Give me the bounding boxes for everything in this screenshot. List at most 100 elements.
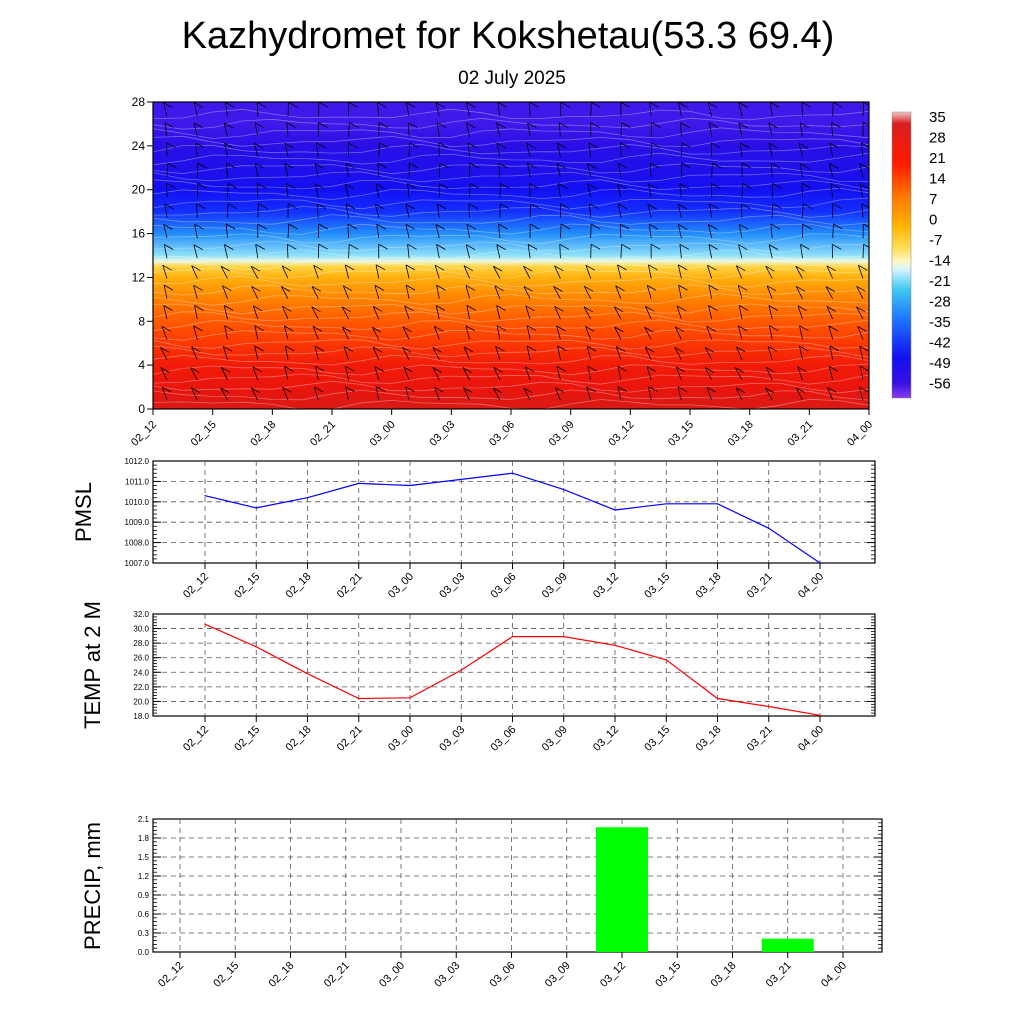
x-tick-label: 02_12 xyxy=(181,571,211,601)
wind-barb-staff xyxy=(863,244,864,258)
wind-barb-staff xyxy=(832,244,833,258)
data-point xyxy=(409,697,410,698)
data-point xyxy=(768,528,769,529)
data-point xyxy=(563,489,564,490)
x-tick-label: 03_09 xyxy=(540,571,570,601)
colorbar-label: -7 xyxy=(929,232,942,249)
heatmap-x-tick-label: 02_12 xyxy=(129,419,159,449)
y-tick-label: 1011.0 xyxy=(125,477,149,486)
x-tick-label: 03_03 xyxy=(432,960,462,990)
y-tick-label: 1010.0 xyxy=(125,498,150,507)
data-point xyxy=(358,483,359,484)
y-tick-label: 24.0 xyxy=(133,668,149,677)
x-tick-label: 03_12 xyxy=(591,724,621,754)
x-tick-label: 03_06 xyxy=(489,571,519,601)
x-tick-label: 03_15 xyxy=(642,571,672,601)
colorbar-label: -21 xyxy=(929,273,951,290)
heatmap-x-tick-label: 03_09 xyxy=(547,419,577,449)
x-tick-label: 03_06 xyxy=(489,724,519,754)
plot-frame xyxy=(153,819,882,952)
colorbar-label: 0 xyxy=(929,212,937,229)
data-point xyxy=(819,562,820,563)
y-tick-label: 30.0 xyxy=(133,625,149,634)
y-tick-label: 0.3 xyxy=(138,929,150,938)
page-title: Kazhydromet for Kokshetau(53.3 69.4) xyxy=(182,15,835,57)
x-tick-label: 03_21 xyxy=(745,571,775,601)
y-tick-label: 1.2 xyxy=(138,872,150,881)
data-point xyxy=(666,659,667,660)
colorbar-label: -49 xyxy=(929,355,951,372)
x-tick-label: 04_00 xyxy=(796,571,826,601)
y-tick-label: 1007.0 xyxy=(125,559,150,568)
data-point xyxy=(256,507,257,508)
x-tick-label: 03_18 xyxy=(709,960,739,990)
x-tick-label: 03_21 xyxy=(764,960,794,990)
x-tick-label: 04_00 xyxy=(796,724,826,754)
x-tick-label: 02_21 xyxy=(335,571,365,601)
wind-barb-staff xyxy=(500,183,501,197)
data-point xyxy=(358,698,359,699)
colorbar-label: -35 xyxy=(929,314,951,331)
heatmap-x-tick-label: 02_21 xyxy=(308,419,338,449)
x-tick-label: 02_21 xyxy=(322,960,352,990)
wind-barb-staff xyxy=(651,143,652,157)
colorbar-label: 14 xyxy=(929,171,946,188)
precip-bar xyxy=(596,827,648,952)
wind-barb-staff xyxy=(802,183,803,197)
x-tick-label: 02_15 xyxy=(232,724,262,754)
y-tick-label: 26.0 xyxy=(133,654,149,663)
pmsl-ylabel: PMSL xyxy=(71,482,96,542)
x-tick-label: 02_18 xyxy=(267,960,297,990)
heatmap-y-tick-label: 4 xyxy=(138,358,145,372)
precip-panel: PRECIP, mm 0.00.30.60.91.21.51.82.102_12… xyxy=(80,815,882,990)
data-point xyxy=(256,646,257,647)
data-point xyxy=(307,673,308,674)
data-point xyxy=(461,670,462,671)
y-tick-label: 22.0 xyxy=(133,683,149,692)
x-tick-label: 04_00 xyxy=(819,960,849,990)
data-point xyxy=(512,473,513,474)
y-tick-label: 0.6 xyxy=(138,910,150,919)
data-point xyxy=(409,485,410,486)
data-point xyxy=(666,503,667,504)
data-point xyxy=(204,624,205,625)
y-tick-label: 2.1 xyxy=(138,815,150,824)
x-tick-label: 03_15 xyxy=(642,724,672,754)
heatmap-x-tick-label: 02_15 xyxy=(189,419,219,449)
data-point xyxy=(717,503,718,504)
x-tick-label: 03_06 xyxy=(488,960,518,990)
x-tick-label: 03_18 xyxy=(694,571,724,601)
x-tick-label: 03_03 xyxy=(437,571,467,601)
temp-ylabel: TEMP at 2 M xyxy=(80,601,105,729)
y-tick-label: 0.9 xyxy=(138,891,150,900)
x-tick-label: 03_15 xyxy=(653,960,683,990)
y-tick-label: 1.5 xyxy=(138,853,150,862)
x-tick-label: 03_00 xyxy=(377,960,407,990)
heatmap-x-tick-label: 03_06 xyxy=(487,419,517,449)
x-tick-label: 03_00 xyxy=(386,724,416,754)
y-tick-label: 20.0 xyxy=(133,697,149,706)
heatmap-x-tick-label: 03_18 xyxy=(726,419,756,449)
heatmap-x-tick-label: 03_03 xyxy=(427,419,457,449)
heatmap-x-tick-label: 02_18 xyxy=(248,419,278,449)
precip-bar xyxy=(762,939,814,952)
data-point xyxy=(768,706,769,707)
heatmap-y-tick-label: 8 xyxy=(138,314,145,328)
x-tick-label: 02_12 xyxy=(181,724,211,754)
wind-barb-staff xyxy=(560,102,561,116)
data-point xyxy=(461,479,462,480)
y-tick-label: 32.0 xyxy=(133,610,149,619)
heatmap-y-tick-label: 12 xyxy=(132,270,146,284)
heatmap-y-tick-label: 24 xyxy=(132,139,146,153)
wind-barb-staff xyxy=(530,183,531,197)
y-tick-label: 1.8 xyxy=(138,834,150,843)
page-subtitle: 02 July 2025 xyxy=(458,68,566,89)
data-point xyxy=(614,509,615,510)
x-tick-label: 03_00 xyxy=(386,571,416,601)
y-tick-label: 1012.0 xyxy=(125,457,150,466)
